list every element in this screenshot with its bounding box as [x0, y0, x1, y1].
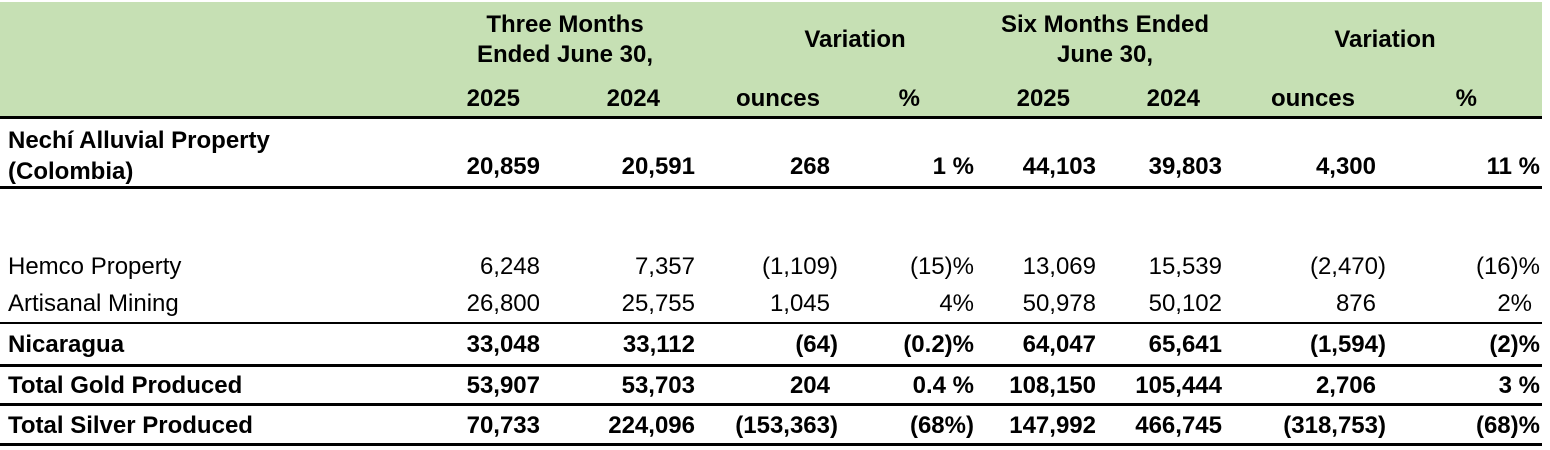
row-rule: [0, 322, 1542, 324]
header-variation-three-months: Variation: [804, 26, 906, 53]
cell: 50,102: [1148, 290, 1222, 317]
header-variation-six-months: Variation: [1334, 26, 1436, 53]
cell: 25,755: [621, 290, 695, 317]
cell: 1 %: [932, 153, 974, 180]
row-label-total-silver: Total Silver Produced: [8, 412, 253, 439]
header-three-months-line1: Three Months: [486, 11, 644, 38]
cell: (1,594): [1309, 331, 1386, 358]
cell: 70,733: [466, 412, 540, 439]
cell: 26,800: [466, 290, 540, 317]
cell: 3 %: [1498, 372, 1540, 399]
cell: (68%): [909, 412, 974, 439]
cell: 0.4 %: [912, 372, 974, 399]
row-label-nicaragua: Nicaragua: [8, 331, 125, 358]
subheader-2025-three: 2025: [466, 85, 520, 112]
cell: (153,363): [735, 412, 838, 439]
row-rule: [0, 186, 1542, 189]
header-six-months-line1: Six Months Ended: [1000, 11, 1209, 38]
row-label-hemco: Hemco Property: [8, 253, 182, 280]
subheader-percent-three: %: [898, 85, 920, 112]
cell: 147,992: [1009, 412, 1096, 439]
cell: 105,444: [1135, 372, 1222, 399]
row-label-total-gold: Total Gold Produced: [8, 372, 243, 399]
row-rule: [0, 403, 1542, 406]
cell: (15)%: [909, 253, 974, 280]
subheader-2024-six: 2024: [1146, 85, 1200, 112]
cell: 13,069: [1022, 253, 1096, 280]
row-label-artisanal: Artisanal Mining: [8, 290, 179, 317]
cell: 876: [1335, 290, 1376, 317]
cell: 39,803: [1148, 153, 1222, 180]
cell: 224,096: [608, 412, 695, 439]
cell: 1,045: [769, 290, 830, 317]
cell: 20,859: [466, 153, 540, 180]
cell: (1,109): [761, 253, 838, 280]
table-bottom-rule: [0, 443, 1542, 446]
header-three-months-line2: Ended June 30,: [476, 41, 654, 68]
cell: 204: [789, 372, 830, 399]
cell: 108,150: [1009, 372, 1096, 399]
cell: 15,539: [1148, 253, 1222, 280]
cell: 44,103: [1022, 153, 1096, 180]
subheader-2025-six: 2025: [1016, 85, 1070, 112]
row-label-nechi-line2: (Colombia): [8, 158, 134, 185]
cell: 4,300: [1315, 153, 1376, 180]
cell: 33,048: [466, 331, 540, 358]
subheader-ounces-three: ounces: [735, 85, 820, 112]
cell: 20,591: [621, 153, 695, 180]
cell: 11 %: [1486, 153, 1540, 180]
cell: 466,745: [1135, 412, 1222, 439]
cell: 268: [789, 153, 830, 180]
cell: 6,248: [479, 253, 540, 280]
cell: 50,978: [1022, 290, 1096, 317]
cell: (2,470): [1309, 253, 1386, 280]
cell: 2%: [1497, 290, 1532, 317]
cell: 4%: [939, 290, 974, 317]
cell: 2,706: [1315, 372, 1376, 399]
cell: (64): [795, 331, 838, 358]
cell: (16)%: [1475, 253, 1540, 280]
cell: 65,641: [1148, 331, 1222, 358]
subheader-ounces-six: ounces: [1270, 85, 1355, 112]
cell: 53,703: [621, 372, 695, 399]
subheader-2024-three: 2024: [606, 85, 660, 112]
header-six-months-line2: June 30,: [1056, 41, 1154, 68]
header-rule: [0, 116, 1542, 119]
cell: 33,112: [622, 331, 695, 358]
table-header: [0, 2, 1542, 116]
row-label-nechi-line1: Nechí Alluvial Property: [8, 127, 270, 154]
subheader-percent-six: %: [1455, 85, 1477, 112]
cell: (2)%: [1489, 331, 1540, 358]
cell: 64,047: [1022, 331, 1096, 358]
cell: (0.2)%: [903, 331, 974, 358]
cell: 7,357: [634, 253, 695, 280]
cell: (68)%: [1475, 412, 1540, 439]
cell: (318,753): [1283, 412, 1386, 439]
row-rule: [0, 364, 1542, 367]
cell: 53,907: [466, 372, 540, 399]
